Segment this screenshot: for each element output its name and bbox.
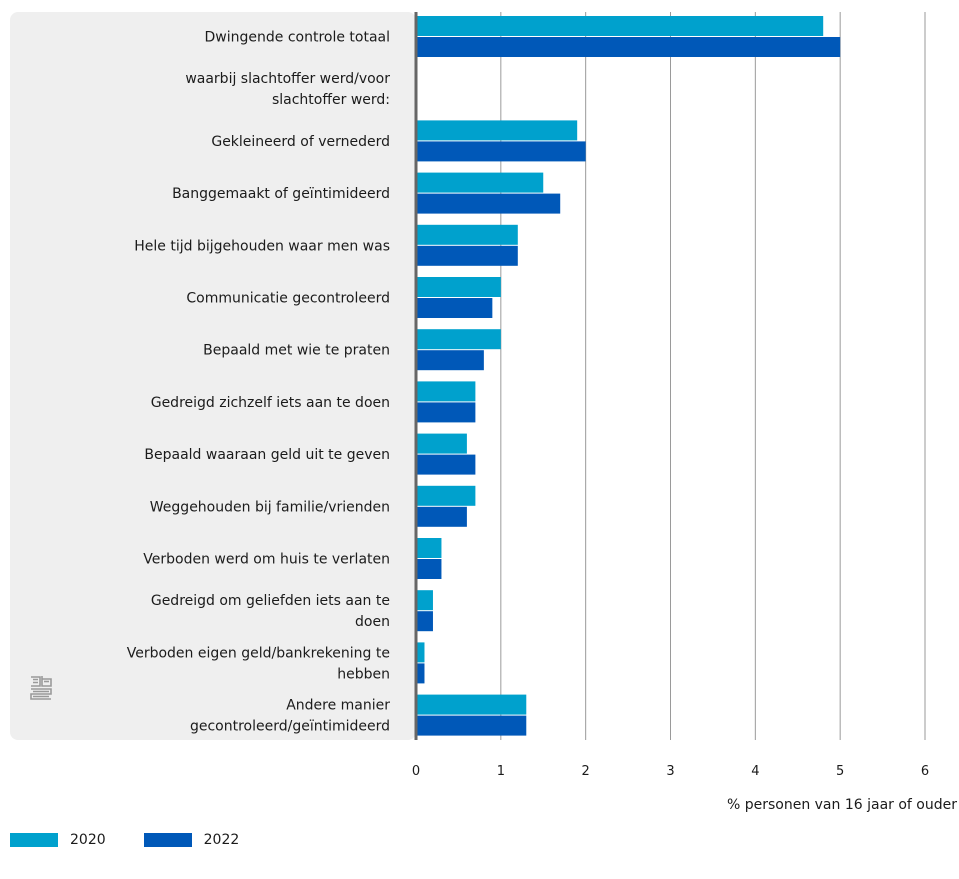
legend-label-2020: 2020 (70, 832, 106, 848)
bar-2020 (416, 381, 476, 402)
category-label: Weggehouden bij familie/vrienden (150, 499, 390, 515)
x-tick-label: 2 (582, 764, 590, 779)
bar-2020 (416, 485, 476, 506)
bar-2022 (416, 506, 467, 527)
category-label: Bepaald waaraan geld uit te geven (144, 447, 390, 463)
category-label: Bepaald met wie te praten (203, 343, 390, 359)
bar-2020 (416, 277, 501, 297)
bar-2022 (416, 611, 433, 632)
category-label: Gedreigd zichzelf iets aan te doen (151, 395, 390, 411)
x-tick-label: 6 (921, 764, 929, 779)
x-axis-title: % personen van 16 jaar of ouder (727, 797, 957, 813)
category-label: Communicatie gecontroleerd (186, 291, 390, 307)
bar-2022 (416, 454, 476, 475)
bar-2022 (416, 37, 841, 57)
gridlines (500, 12, 926, 740)
bar-2022 (416, 298, 493, 318)
category-label: Verboden werd om huis te verlaten (143, 552, 390, 568)
category-label: Banggemaakt of geïntimideerd (172, 186, 390, 202)
bar-2020 (416, 172, 544, 193)
x-tick-label: 5 (836, 764, 844, 779)
bar-2022 (416, 715, 527, 736)
bar-2020 (416, 433, 467, 454)
bar-2020 (416, 694, 527, 715)
bars (416, 16, 841, 736)
bar-2020 (416, 16, 824, 36)
legend-swatch-2020 (10, 833, 58, 847)
bar-2020 (416, 120, 578, 141)
x-tick-label: 1 (497, 764, 505, 779)
bar-2020 (416, 329, 501, 350)
bar-2022 (416, 245, 518, 266)
x-tick-label: 3 (666, 764, 674, 779)
category-label: Dwingende controle totaal (205, 30, 391, 46)
bar-2022 (416, 663, 425, 684)
bar-2022 (416, 559, 442, 579)
x-tick-label: 0 (412, 764, 420, 779)
cbs-logo-icon (30, 676, 52, 700)
bar-2022 (416, 193, 561, 214)
legend-item-2022: 2022 (143, 832, 240, 848)
bar-2022 (416, 350, 484, 371)
bar-2022 (416, 402, 476, 423)
bar-2020 (416, 224, 518, 245)
category-labels: Dwingende controle totaal waarbij slachto… (127, 30, 391, 735)
legend-item-2020: 2020 (10, 832, 106, 848)
bar-2020 (416, 590, 433, 611)
bar-2022 (416, 141, 586, 162)
category-label: Andere manier gecontroleerd/geïntimideerd (190, 698, 390, 735)
category-label: Gekleineerd of vernederd (211, 134, 390, 150)
category-label: waarbij slachtoffer werd/voor slachtoffer… (185, 71, 390, 108)
bar-2020 (416, 642, 425, 663)
label-panel (10, 12, 416, 740)
category-label: Verboden eigen geld/bankrekening te hebbe… (127, 645, 390, 682)
legend-swatch-2022 (143, 833, 192, 847)
bar-2020 (416, 538, 442, 558)
legend-label-2022: 2022 (203, 832, 240, 848)
x-axis-ticks: 0 1 2 3 4 5 6 (412, 764, 929, 779)
x-tick-label: 4 (751, 764, 759, 779)
category-label: Hele tijd bijgehouden waar men was (134, 238, 390, 254)
legend: 2020 2022 (10, 832, 239, 848)
category-label: Gedreigd om geliefden iets aan te doen (151, 593, 390, 630)
